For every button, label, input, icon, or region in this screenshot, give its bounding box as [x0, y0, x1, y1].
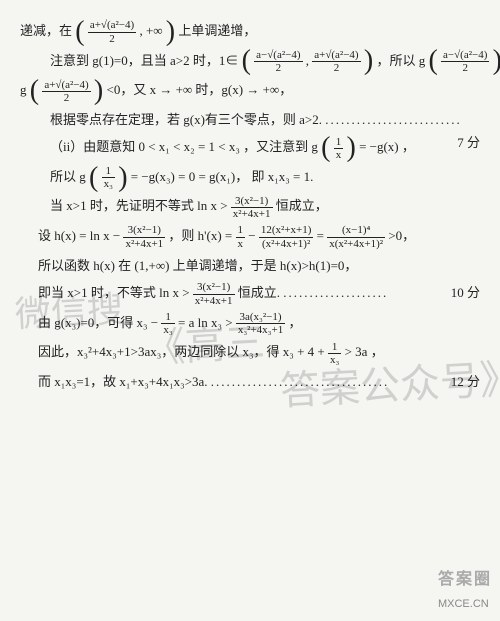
line-9: 所以函数 h(x) 在 (1,+∞) 上单调递增，于是 h(x)>h(1)=0， [20, 254, 480, 277]
text: g [20, 82, 27, 97]
text: 当 x>1 时，先证明不等式 ln x > [50, 198, 228, 213]
text: 恒成立. [238, 285, 280, 300]
text: > 3a ， [345, 344, 384, 359]
text: 由 g(x₃)=0，可得 x₃ − [38, 315, 158, 330]
text: >0， [388, 228, 415, 243]
score-7: 7 分 [457, 131, 480, 154]
text: <0，又 x → +∞ 时，g(x) → +∞， [107, 82, 293, 97]
text: − [248, 228, 255, 243]
text: 注意到 g(1)=0，且当 a>2 时，1∈ [50, 53, 238, 68]
paren-left: ( [75, 21, 84, 43]
text: 而 x₁x₃=1，故 x₁+x₃+4x₁x₃>3a. [38, 374, 208, 389]
text: , +∞ [139, 23, 162, 38]
score-10: 10 分 [451, 281, 480, 304]
fraction: a+√(a²−4)2 [88, 19, 136, 44]
line-6: 所以 g ( 1x₃ ) = −g(x₃) = 0 = g(x₁)， 即 x₁x… [20, 165, 480, 191]
line-4: 根据零点存在定理，若 g(x)有三个零点，则 a>2. ............… [20, 108, 480, 131]
text: （ii）由题意知 0 < x₁ < x₂ = 1 < x₃ ，又注意到 g [50, 139, 318, 154]
line-11: 由 g(x₃)=0，可得 x₃ − 1x₃ = a ln x₃ > 3a(x₃²… [20, 311, 480, 337]
text: 所以函数 h(x) 在 (1,+∞) 上单调递增，于是 h(x)>h(1)=0， [38, 258, 357, 273]
line-1: 递减，在 ( a+√(a²−4)2 , +∞ ) 上单调递增， [20, 19, 480, 45]
score-12: 12 分 [451, 370, 480, 393]
corner-watermark: 答案圈 MXCE.CN [438, 566, 492, 615]
document-body: 递减，在 ( a+√(a²−4)2 , +∞ ) 上单调递增， 注意到 g(1)… [20, 19, 480, 393]
text: ， [288, 315, 301, 330]
text: = a ln x₃ > [178, 315, 233, 330]
text: 设 h(x) = ln x − [38, 228, 120, 243]
line-8: 设 h(x) = ln x − 3(x²−1)x²+4x+1 ，则 h'(x) … [20, 224, 480, 250]
text: = −g(x) ， [359, 139, 415, 154]
line-13: 而 x₁x₃=1，故 x₁+x₃+4x₁x₃>3a. .............… [20, 370, 480, 393]
text: 因此，x₃²+4x₃+1>3ax₃，两边同除以 x₃，得 x₃ + 4 + [38, 344, 325, 359]
dots: .................................. [211, 374, 390, 389]
line-12: 因此，x₃²+4x₃+1>3ax₃，两边同除以 x₃，得 x₃ + 4 + 1x… [20, 340, 480, 366]
text: = −g(x₃) = 0 = g(x₁)， 即 x₁x₃ = 1. [131, 169, 314, 184]
text: = [317, 228, 324, 243]
line-3: g ( a+√(a²−4)2 ) <0，又 x → +∞ 时，g(x) → +∞… [20, 78, 480, 104]
text: 即当 x>1 时，不等式 ln x > [38, 285, 190, 300]
text: 上单调递增， [178, 23, 256, 38]
line-10: 即当 x>1 时，不等式 ln x > 3(x²−1)x²+4x+1 恒成立. … [20, 281, 480, 307]
paren-right: ) [166, 21, 175, 43]
line-7: 当 x>1 时，先证明不等式 ln x > 3(x²−1)x²+4x+1 恒成立… [20, 194, 480, 220]
text: 递减，在 [20, 23, 72, 38]
line-2: 注意到 g(1)=0，且当 a>2 时，1∈ ( a−√(a²−4)2 , a+… [20, 49, 480, 75]
dots: .................... [283, 285, 388, 300]
text: 恒成立， [276, 198, 328, 213]
dots: .......................... [325, 112, 462, 127]
text: ，所以 g [376, 53, 425, 68]
corner-url: MXCE.CN [438, 595, 492, 615]
corner-title: 答案圈 [438, 566, 492, 595]
text: 根据零点存在定理，若 g(x)有三个零点，则 a>2. [50, 112, 322, 127]
text: 所以 g [50, 169, 86, 184]
line-5: （ii）由题意知 0 < x₁ < x₂ = 1 < x₃ ，又注意到 g ( … [20, 135, 480, 161]
text: ，则 h'(x) = [168, 228, 232, 243]
